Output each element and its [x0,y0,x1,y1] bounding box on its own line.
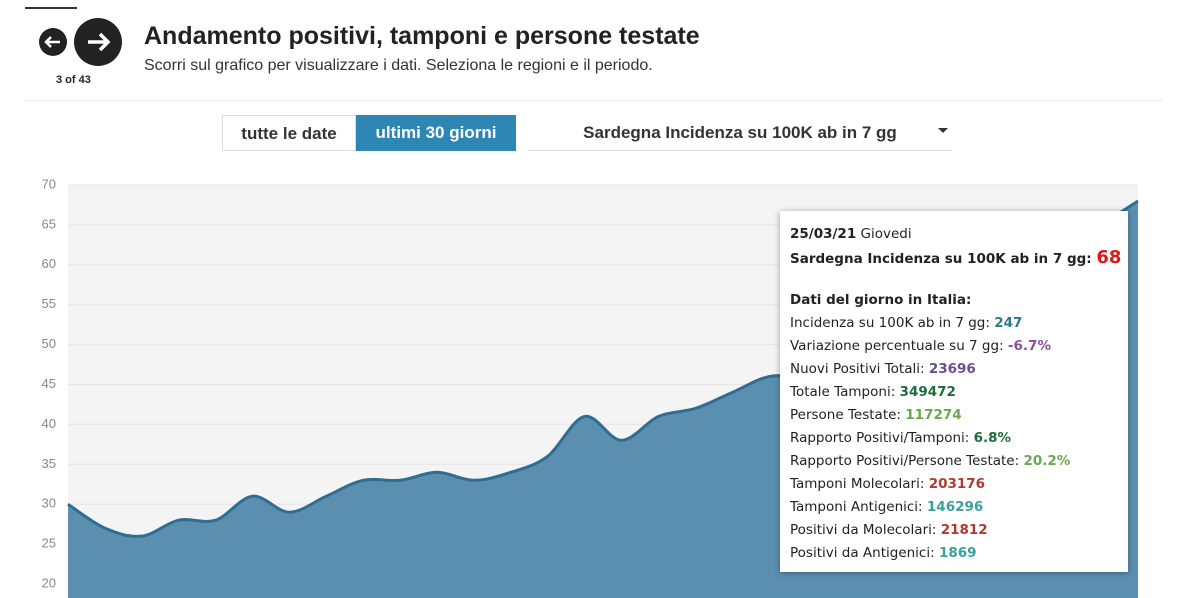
dropdown-label: Sardegna Incidenza su 100K ab in 7 gg [583,123,897,142]
item-label: Tamponi Molecolari: [790,476,925,492]
item-value: -6.7% [1007,338,1051,354]
item-value: 6.8% [973,430,1012,446]
subtitle: Scorri sul grafico per visualizzare i da… [144,57,653,74]
tooltip-series-value: 68 [1096,247,1122,268]
dropdown-caret [938,128,948,133]
tooltip: 25/03/21 Giovedi Sardegna Incidenza su 1… [780,211,1128,572]
tooltip-item: Persone Testate: 117274 [790,404,1118,427]
y-tick-label: 45 [42,376,56,391]
item-value: 1869 [938,545,977,561]
y-tick-label: 25 [42,536,56,551]
y-tick-label: 35 [42,456,56,471]
item-label: Nuovi Positivi Totali: [790,361,925,377]
tooltip-item: Incidenza su 100K ab in 7 gg: 247 [790,312,1118,335]
item-label: Variazione percentuale su 7 gg: [790,338,1004,354]
tooltip-series-label: Sardegna Incidenza su 100K ab in 7 gg: [790,251,1092,267]
prev-button[interactable] [39,28,67,56]
title: Andamento positivi, tamponi e persone te… [144,22,700,50]
item-label: Totale Tamponi: [790,384,896,400]
item-label: Rapporto Positivi/Persone Testate: [790,453,1020,469]
region-dropdown[interactable]: Sardegna Incidenza su 100K ab in 7 gg [528,115,952,151]
item-label: Persone Testate: [790,407,901,423]
period-button-active[interactable]: ultimi 30 giorni [356,115,516,151]
item-label: Rapporto Positivi/Tamponi: [790,430,970,446]
y-tick-label: 65 [42,216,56,231]
tooltip-item: Nuovi Positivi Totali: 23696 [790,358,1118,381]
item-value: 23696 [928,361,976,377]
item-value: 117274 [905,407,962,423]
y-tick-label: 60 [42,256,56,271]
tooltip-item: Rapporto Positivi/Persone Testate: 20.2% [790,450,1118,473]
y-tick-label: 40 [42,416,56,431]
item-label: Tamponi Antigenici: [790,499,923,515]
y-tick-label: 30 [42,496,56,511]
period-button[interactable]: tutte le date [222,115,356,151]
item-value: 21812 [940,522,988,538]
item-value: 146296 [926,499,984,515]
tooltip-item: Positivi da Antigenici: 1869 [790,542,1118,565]
divider [25,100,1163,101]
item-value: 349472 [899,384,956,400]
y-tick-label: 20 [42,575,56,590]
slide-counter: 3 of 43 [56,74,91,86]
y-tick-label: 50 [42,336,56,351]
item-value: 247 [994,315,1023,331]
tooltip-item: Totale Tamponi: 349472 [790,381,1118,404]
item-value: 20.2% [1023,453,1071,469]
tooltip-section: Dati del giorno in Italia: [790,292,972,308]
tooltip-item: Tamponi Antigenici: 146296 [790,496,1118,519]
next-button[interactable] [74,18,122,66]
item-label: Positivi da Molecolari: [790,522,937,538]
item-value: 203176 [928,476,986,492]
item-label: Incidenza su 100K ab in 7 gg: [790,315,990,331]
tooltip-item: Rapporto Positivi/Tamponi: 6.8% [790,427,1118,450]
item-label: Positivi da Antigenici: [790,545,935,561]
tooltip-weekday: Giovedi [860,226,912,242]
tooltip-item: Positivi da Molecolari: 21812 [790,519,1118,542]
y-tick-label: 70 [42,176,56,191]
tooltip-item: Variazione percentuale su 7 gg: -6.7% [790,335,1118,358]
y-tick-label: 55 [42,296,56,311]
tooltip-date: 25/03/21 [790,226,857,242]
tooltip-item: Tamponi Molecolari: 203176 [790,473,1118,496]
nav [25,7,122,66]
tooltip-items: Incidenza su 100K ab in 7 gg: 247 Variazi… [790,312,1118,565]
